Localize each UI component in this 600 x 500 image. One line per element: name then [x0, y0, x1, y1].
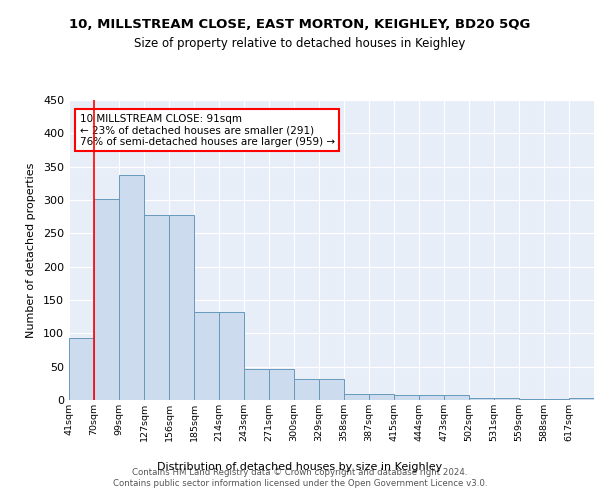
Bar: [169, 214, 194, 400]
Bar: [144, 214, 169, 400]
Bar: [394, 396, 419, 400]
Bar: [94, 198, 119, 400]
Bar: [519, 398, 544, 400]
Bar: [219, 312, 244, 400]
Bar: [444, 394, 469, 400]
Bar: [344, 394, 369, 400]
Bar: [494, 398, 519, 400]
Text: 10 MILLSTREAM CLOSE: 91sqm
← 23% of detached houses are smaller (291)
76% of sem: 10 MILLSTREAM CLOSE: 91sqm ← 23% of deta…: [79, 114, 335, 146]
Text: Size of property relative to detached houses in Keighley: Size of property relative to detached ho…: [134, 38, 466, 51]
Bar: [419, 396, 444, 400]
Bar: [119, 174, 144, 400]
Bar: [319, 380, 344, 400]
Bar: [69, 338, 94, 400]
Text: Contains HM Land Registry data © Crown copyright and database right 2024.
Contai: Contains HM Land Registry data © Crown c…: [113, 468, 487, 487]
Bar: [269, 370, 294, 400]
Bar: [544, 398, 569, 400]
Bar: [194, 312, 219, 400]
Bar: [469, 398, 494, 400]
Y-axis label: Number of detached properties: Number of detached properties: [26, 162, 36, 338]
Bar: [369, 394, 394, 400]
Text: 10, MILLSTREAM CLOSE, EAST MORTON, KEIGHLEY, BD20 5QG: 10, MILLSTREAM CLOSE, EAST MORTON, KEIGH…: [70, 18, 530, 30]
Text: Distribution of detached houses by size in Keighley: Distribution of detached houses by size …: [157, 462, 443, 472]
Bar: [244, 370, 269, 400]
Bar: [294, 380, 319, 400]
Bar: [569, 398, 594, 400]
